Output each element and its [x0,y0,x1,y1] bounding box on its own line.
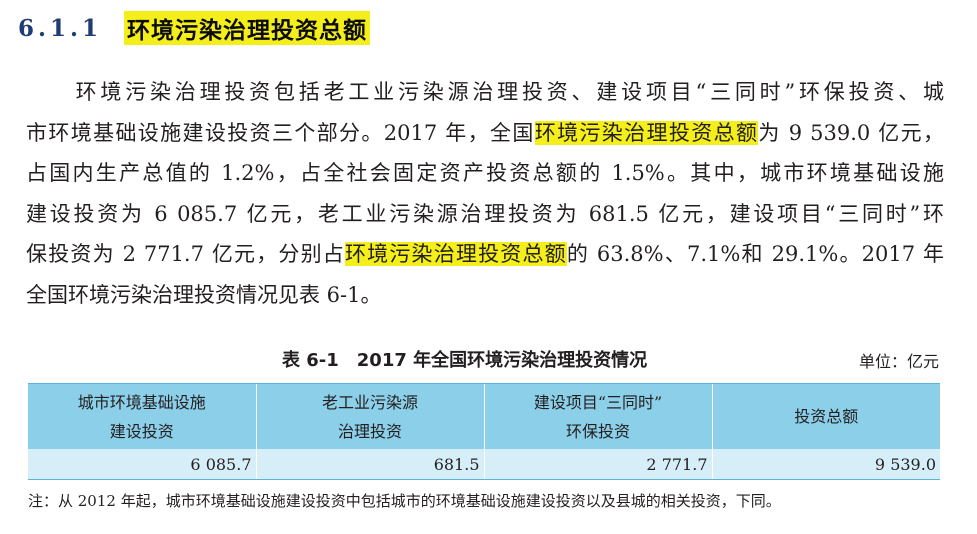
section-heading: 6.1.1 环境污染治理投资总额 [18,8,371,48]
header-line: 建设项目“三同时” [533,392,663,412]
paragraph-line-1: 环境污染治理投资包括老工业污染源治理投资、建设项目“三同时”环保投资、城 [26,80,944,104]
header-line: 治理投资 [337,421,402,441]
paragraph-text: 保投资为 2 771.7 亿元，分别占 [26,242,345,266]
table-footnote: 注：从 2012 年起，城市环境基础设施建设投资中包括城市的环境基础设施建设投资… [28,492,781,510]
paragraph-line-6: 全国环境污染治理投资情况见表 6-1。 [26,282,382,307]
paragraph-text: 的 63.8%、7.1%和 29.1%。2017 年 [566,242,944,266]
header-line: 投资总额 [794,407,859,426]
investment-table: 城市环境基础设施 建设投资 老工业污染源 治理投资 建设项目“三同时” 环保投资… [28,383,940,480]
body-paragraph: 环境污染治理投资包括老工业污染源治理投资、建设项目“三同时”环保投资、城 市环境… [26,72,944,315]
table-caption: 表 6-1 2017 年全国环境污染治理投资情况 [282,350,648,371]
header-total: 投资总额 [711,383,940,449]
cell-old-industrial: 681.5 [255,449,484,480]
paragraph-line-4: 建设投资为 6 085.7 亿元，老工业污染源治理投资为 681.5 亿元，建设… [26,201,944,226]
table-caption-bar: 表 6-1 2017 年全国环境污染治理投资情况 单位：亿元 [0,346,977,372]
header-three-simultaneous: 建设项目“三同时” 环保投资 [483,383,712,449]
table-row: 6 085.7 681.5 2 771.7 9 539.0 [28,449,940,480]
header-line: 城市环境基础设施 [77,392,206,412]
header-old-industrial: 老工业污染源 治理投资 [255,383,484,449]
cell-three-simultaneous: 2 771.7 [483,449,712,480]
paragraph-text: 为 9 539.0 亿元， [758,120,944,145]
paragraph-line-5: 保投资为 2 771.7 亿元，分别占环境污染治理投资总额的 63.8%、7.1… [26,234,944,275]
cell-total: 9 539.0 [711,449,940,480]
highlighted-term: 环境污染治理投资总额 [344,242,567,266]
cell-urban-infrastructure: 6 085.7 [28,449,256,480]
paragraph-line-2: 市环境基础设施建设投资三个部分。2017 年，全国环境污染治理投资总额为 9 5… [26,113,944,154]
table-unit: 单位：亿元 [858,352,939,371]
header-line: 老工业污染源 [321,392,418,412]
section-number: 6.1.1 [18,14,103,42]
table-header-row: 城市环境基础设施 建设投资 老工业污染源 治理投资 建设项目“三同时” 环保投资… [28,383,940,449]
highlighted-term: 环境污染治理投资总额 [534,120,759,145]
header-line: 建设投资 [109,421,174,441]
paragraph-text: 市环境基础设施建设投资三个部分。2017 年，全国 [26,120,535,145]
section-title: 环境污染治理投资总额 [124,11,371,45]
header-line: 环保投资 [565,421,630,441]
header-urban-infrastructure: 城市环境基础设施 建设投资 [28,383,256,449]
paragraph-line-3: 占国内生产总值的 1.2%，占全社会固定资产投资总额的 1.5%。其中，城市环境… [26,161,944,185]
